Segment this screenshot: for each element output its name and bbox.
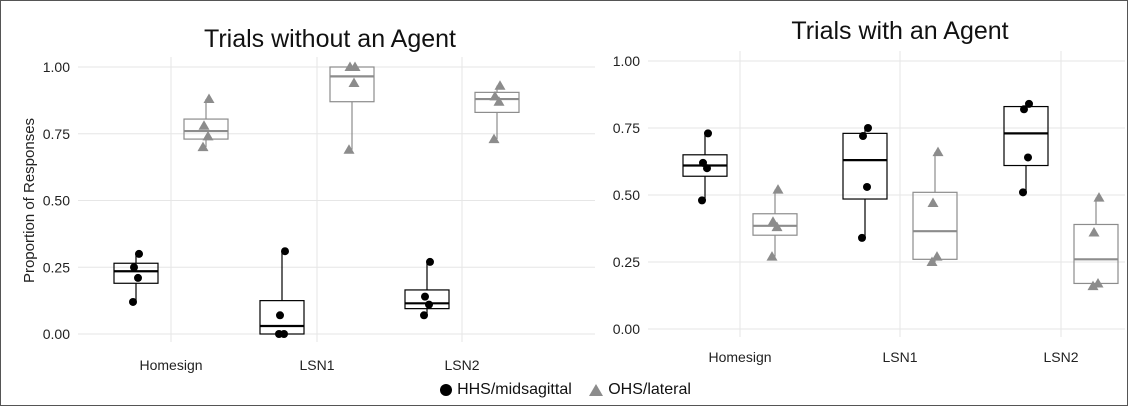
- y-tick-label: 0.50: [613, 187, 640, 203]
- data-point-triangle: [494, 80, 506, 90]
- data-point-circle: [425, 300, 433, 309]
- data-point-circle: [426, 257, 434, 266]
- circle-marker-icon: [440, 384, 453, 396]
- data-point-triangle: [931, 251, 943, 261]
- data-point-triangle: [343, 144, 355, 154]
- x-tick-label: Homesign: [139, 357, 202, 373]
- box-iqr: [113, 262, 159, 284]
- data-point-circle: [276, 311, 284, 320]
- y-tick-label: 1.00: [43, 59, 70, 75]
- data-point-circle: [863, 182, 871, 191]
- data-point-circle: [280, 330, 288, 338]
- data-point-circle: [1024, 153, 1032, 162]
- box-circle-1: [113, 249, 159, 306]
- chart-panel-2: 0.00 0.25 0.50 0.75 1.00 Homesign LSN1 LSN2 Tria…: [613, 17, 1125, 365]
- y-axis-label: Proportion of Responses: [21, 118, 38, 283]
- y-tick-label: 1.00: [613, 53, 640, 69]
- box-iqr: [404, 289, 450, 310]
- data-point-triangle: [493, 96, 505, 106]
- legend: HHS/midsagittal OHS/lateral: [0, 381, 1130, 402]
- data-point-triangle: [772, 184, 784, 194]
- data-point-circle: [859, 132, 867, 141]
- box-iqr: [474, 91, 520, 113]
- x-tick-label: LSN2: [1043, 349, 1078, 365]
- data-point-triangle: [771, 221, 783, 232]
- data-point-triangle: [932, 146, 944, 157]
- box-triangle-1: [183, 93, 229, 152]
- x-tick-label: LSN1: [882, 349, 917, 365]
- box-triangle-2: [912, 146, 958, 266]
- data-point-circle: [421, 292, 429, 301]
- legend-label-ohs: OHS/lateral: [608, 381, 691, 398]
- box-circle-2: [259, 247, 305, 338]
- y-tick-label: 0.75: [43, 126, 70, 142]
- y-tick-label: 0.00: [613, 321, 640, 337]
- legend-label-hhs: HHS/midsagittal: [457, 381, 572, 398]
- y-tick-label: 0.25: [43, 259, 70, 275]
- box-triangle-2: [329, 61, 375, 154]
- data-point-circle: [698, 196, 706, 205]
- data-point-circle: [1025, 99, 1033, 108]
- box-circle-3: [1003, 99, 1049, 197]
- y-tick-label: 0.25: [613, 254, 640, 270]
- data-point-circle: [699, 158, 707, 167]
- data-point-triangle: [202, 130, 214, 141]
- box-circle-3: [404, 257, 450, 320]
- box-triangle-1: [752, 184, 798, 261]
- data-point-triangle: [767, 216, 779, 226]
- data-point-triangle: [203, 93, 215, 104]
- y-tick-label: 0.00: [43, 326, 70, 342]
- data-point-triangle: [766, 251, 778, 261]
- data-point-triangle: [488, 133, 500, 144]
- data-point-triangle: [198, 120, 210, 130]
- data-point-circle: [129, 297, 137, 306]
- data-point-triangle: [1092, 277, 1104, 288]
- data-point-triangle: [489, 90, 501, 101]
- data-point-triangle: [1093, 192, 1105, 202]
- y-tick-label: 0.50: [43, 193, 70, 209]
- data-point-circle: [864, 124, 872, 132]
- box-circle-2: [842, 124, 888, 242]
- data-point-triangle: [349, 61, 361, 71]
- data-point-circle: [1020, 105, 1028, 114]
- data-point-triangle: [1088, 227, 1100, 237]
- data-point-triangle: [926, 256, 938, 266]
- box-circle-1: [682, 129, 728, 205]
- chart-title: Trials without an Agent: [204, 25, 456, 53]
- data-point-circle: [420, 311, 428, 320]
- data-point-circle: [281, 247, 289, 256]
- data-point-circle: [135, 249, 143, 258]
- data-point-triangle: [348, 77, 360, 88]
- triangle-marker-icon: [589, 384, 604, 396]
- box-triangle-3: [1073, 192, 1119, 291]
- x-tick-label: Homesign: [708, 349, 771, 365]
- legend-item-hhs: HHS/midsagittal: [439, 381, 572, 399]
- data-point-circle: [130, 263, 138, 272]
- data-point-circle: [134, 273, 142, 282]
- data-point-triangle: [927, 197, 939, 208]
- data-point-circle: [704, 129, 712, 138]
- data-point-triangle: [1087, 280, 1099, 291]
- box-triangle-3: [474, 80, 520, 144]
- x-tick-label: LSN2: [444, 357, 479, 373]
- chart-title: Trials with an Agent: [791, 17, 1008, 45]
- chart-panel-1: 0.00 0.25 0.50 0.75 1.00 Homesign LSN1 LSN2 Tria…: [21, 25, 595, 373]
- data-point-circle: [1019, 188, 1027, 197]
- y-tick-label: 0.75: [613, 120, 640, 136]
- box-iqr: [752, 213, 798, 236]
- legend-item-ohs: OHS/lateral: [588, 381, 691, 399]
- data-point-triangle: [197, 141, 209, 152]
- x-tick-label: LSN1: [299, 357, 334, 373]
- data-point-circle: [858, 233, 866, 242]
